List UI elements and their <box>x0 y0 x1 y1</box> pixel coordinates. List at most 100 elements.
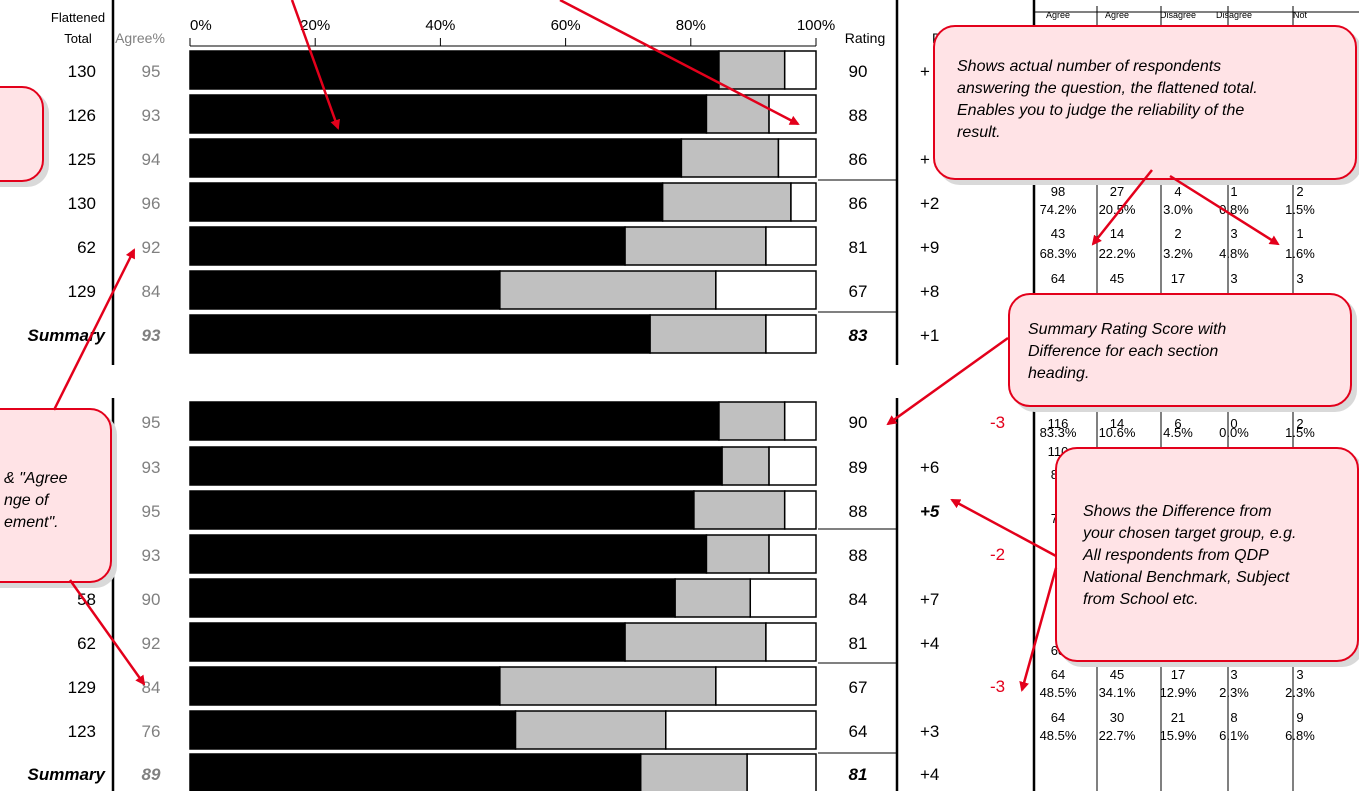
rating-value: 88 <box>849 546 868 565</box>
flattened-total-value: 126 <box>68 106 96 125</box>
summary-rating-callout-line-1: Summary Rating Score with <box>1028 321 1227 338</box>
breakdown-cell: 22.7% <box>1099 728 1136 743</box>
bar-segment-agree-strongly <box>189 710 517 750</box>
respondents-callout: Shows actual number of respondents answe… <box>933 25 1357 180</box>
difference-callout-line-2: your chosen target group, e.g. <box>1083 525 1297 542</box>
breakdown-cell: 83.3% <box>1040 425 1077 440</box>
breakdown-cell: 17 <box>1171 667 1185 682</box>
bar-segment-other <box>715 666 817 706</box>
agree-pct-value: 95 <box>142 413 161 432</box>
bar-segment-other <box>777 138 817 178</box>
respondents-callout-line-4: result. <box>957 124 1001 141</box>
flattened-total-value: 129 <box>68 282 96 301</box>
bar-segment-other <box>768 94 817 134</box>
bar-segment-agree-strongly <box>189 622 626 662</box>
agree-pct-value: 93 <box>142 106 161 125</box>
bar-segment-agree-strongly <box>189 446 723 486</box>
breakdown-cell: 3 <box>1230 667 1237 682</box>
breakdown-cell: 3 <box>1296 271 1303 286</box>
rating-value: 84 <box>849 590 868 609</box>
rating-value: 90 <box>849 62 868 81</box>
agree-pct-callout: & "Agree nge of ement". <box>0 408 112 583</box>
breakdown-cell: 2 <box>1296 416 1303 431</box>
bar-segment-agree <box>718 50 786 90</box>
bar-segment-other <box>768 446 817 486</box>
breakdown-cell: 64 <box>1051 271 1065 286</box>
breakdown-cell: 1 <box>1230 184 1237 199</box>
breakdown-cell: 2 <box>1296 184 1303 199</box>
rating-value: 81 <box>849 238 868 257</box>
summary-rating-callout: Summary Rating Score with Difference for… <box>1008 293 1352 407</box>
breakdown-cell: 6 <box>1174 416 1181 431</box>
breakdown-cell: 64 <box>1051 667 1065 682</box>
breakdown-cell: 3 <box>1296 667 1303 682</box>
breakdown-cell: 48.5% <box>1040 685 1077 700</box>
difference-callout-line-5: from School etc. <box>1083 591 1199 608</box>
agree-pct-value: 93 <box>142 546 161 565</box>
bar-segment-agree-strongly <box>189 401 720 441</box>
agree-pct-callout-line-1: & "Agree <box>4 470 68 487</box>
bar-segment-agree-strongly <box>189 534 708 574</box>
breakdown-cell: 45 <box>1110 667 1124 682</box>
rating-value: 89 <box>849 458 868 477</box>
breakdown-cell: 68.3% <box>1040 246 1077 261</box>
bar-segment-other <box>790 182 817 222</box>
header-breakdown-label: Not <box>1293 10 1308 20</box>
bar-segment-agree-strongly <box>189 314 651 354</box>
agree-pct-callout-line-2: nge of <box>4 492 49 509</box>
bar-segment-agree <box>693 490 786 530</box>
bar-segment-other <box>749 578 817 618</box>
rating-value: 83 <box>849 326 868 345</box>
summary-label: Summary <box>28 326 107 345</box>
header-agree-pct: Agree% <box>115 30 165 46</box>
breakdown-cell: 45 <box>1110 271 1124 286</box>
x-tick-label: 40% <box>425 17 455 34</box>
difference-value-red: -3 <box>990 677 1005 696</box>
difference-callout-line-4: National Benchmark, Subject <box>1083 569 1290 586</box>
summary-rating-callout-line-2: Difference for each section <box>1028 343 1219 360</box>
breakdown-cell: 0.8% <box>1219 202 1249 217</box>
breakdown-cell: 2 <box>1174 226 1181 241</box>
breakdown-cell: 98 <box>1051 184 1065 199</box>
x-tick-label: 20% <box>300 17 330 34</box>
agree-pct-value: 92 <box>142 238 161 257</box>
bar-segment-agree <box>705 94 770 134</box>
bar-segment-other <box>783 401 817 441</box>
x-tick-label: 80% <box>676 17 706 34</box>
difference-value: + <box>920 62 930 81</box>
respondents-callout-line-1: Shows actual number of respondents <box>957 58 1222 75</box>
respondents-callout-line-3: Enables you to judge the reliability of … <box>957 102 1245 119</box>
rating-value: 86 <box>849 150 868 169</box>
x-tick-label: 100% <box>797 17 835 34</box>
bar-segment-other <box>765 314 817 354</box>
breakdown-cell: 0 <box>1230 416 1237 431</box>
bar-segment-other <box>746 753 817 791</box>
bar-segment-agree <box>649 314 767 354</box>
bar-segment-agree-strongly <box>189 182 664 222</box>
flattened-total-value: 130 <box>68 194 96 213</box>
breakdown-cell: 43 <box>1051 226 1065 241</box>
agree-pct-value: 96 <box>142 194 161 213</box>
difference-value: +7 <box>920 590 939 609</box>
bar-segment-agree <box>674 578 752 618</box>
summary-label: Summary <box>28 765 107 784</box>
flattened-total-value: 123 <box>68 722 96 741</box>
difference-value: +5 <box>920 502 940 521</box>
breakdown-cell: 12.9% <box>1160 685 1197 700</box>
breakdown-cell: 14 <box>1110 416 1124 431</box>
summary-rating-callout-line-3: heading. <box>1028 365 1090 382</box>
bar-segment-agree-strongly <box>189 270 501 310</box>
flattened-total-value: 130 <box>68 62 96 81</box>
difference-callout-line-1: Shows the Difference from <box>1083 503 1272 520</box>
difference-value-red: -2 <box>990 545 1005 564</box>
respondents-callout-line-2: answering the question, the flattened to… <box>957 80 1258 97</box>
x-tick-label: 60% <box>551 17 581 34</box>
bar-segment-agree-strongly <box>189 50 720 90</box>
agree-pct-value: 95 <box>142 502 161 521</box>
flattened-total-value: 58 <box>77 590 96 609</box>
agree-pct-value: 76 <box>142 722 161 741</box>
difference-value: +3 <box>920 722 939 741</box>
flattened-total-value: 62 <box>77 238 96 257</box>
breakdown-cell: 9 <box>1296 710 1303 725</box>
